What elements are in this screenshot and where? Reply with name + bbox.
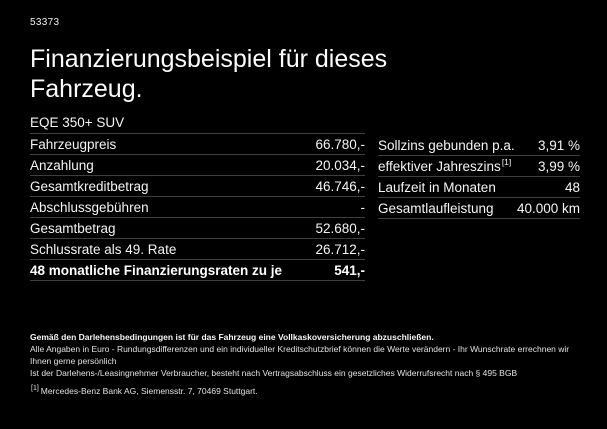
row-value: 3,91 % [537,137,580,153]
table-row-abschlussgebuehren: Abschlussgebühren - [30,197,365,218]
row-value: 48 [564,179,580,195]
table-row-gesamtbetrag: Gesamtbetrag 52.680,- [30,218,365,239]
table-row-schlussrate: Schlussrate als 49. Rate 26.712,- [30,239,365,260]
footnote-marker: [1] [31,385,39,393]
row-label: Fahrzeugpreis [30,136,117,152]
withdrawal-right-line: Ist der Darlehens-/Leasingnehmer Verbrau… [30,368,518,378]
row-label: effektiver Jahreszins[1] [378,157,512,174]
bank-footnote: [1] Mercedes-Benz Bank AG, Siemensstr. 7,… [30,385,583,397]
footnote-marker: [1] [501,157,512,167]
row-label: Gesamtkreditbetrag [30,178,149,194]
disclaimer-line: Alle Angaben in Euro - Rundungsdifferenz… [30,344,570,366]
footnote-text: Mercedes-Benz Bank AG, Siemensstr. 7, 70… [40,386,258,396]
row-value: 40.000 km [516,200,580,216]
row-value: 46.746,- [315,178,365,194]
table-row-sollzins: Sollzins gebunden p.a. 3,91 % [378,135,580,156]
legal-fine-print: Gemäß den Darlehensbedingungen ist für d… [30,331,583,397]
table-row-laufzeit: Laufzeit in Monaten 48 [378,177,580,198]
row-value: 52.680,- [315,220,365,236]
row-value: 20.034,- [315,157,365,173]
table-row-gesamtkreditbetrag: Gesamtkreditbetrag 46.746,- [30,176,365,197]
row-value: 3,99 % [537,158,580,174]
row-value: 26.712,- [315,241,365,257]
table-row-anzahlung: Anzahlung 20.034,- [30,155,365,176]
insurance-requirement-note: Gemäß den Darlehensbedingungen ist für d… [30,332,434,342]
row-label: 48 monatliche Finanzierungsraten zu je [30,262,283,278]
offer-code: 53373 [30,17,60,28]
row-value: 541,- [334,262,365,278]
row-label: Laufzeit in Monaten [378,179,496,195]
table-row-effektiver-jahreszins: effektiver Jahreszins[1] 3,99 % [378,156,580,177]
table-row-monatliche-rate: 48 monatliche Finanzierungsraten zu je 5… [30,260,365,281]
row-label: Gesamtlaufleistung [378,200,494,216]
row-value: - [360,199,366,215]
row-label: Gesamtbetrag [30,220,116,236]
vehicle-name: EQE 350+ SUV [30,112,365,134]
row-label: Abschlussgebühren [30,199,149,215]
table-row-fahrzeugpreis: Fahrzeugpreis 66.780,- [30,134,365,155]
row-value: 66.780,- [315,136,365,152]
row-label: Sollzins gebunden p.a. [378,137,515,153]
row-label: Anzahlung [30,157,94,173]
conditions-table: Sollzins gebunden p.a. 3,91 % effektiver… [378,112,580,219]
financing-details-table: EQE 350+ SUV Fahrzeugpreis 66.780,- Anza… [30,112,365,281]
table-row-gesamtlaufleistung: Gesamtlaufleistung 40.000 km [378,198,580,219]
row-label: Schlussrate als 49. Rate [30,241,177,257]
financing-tables: EQE 350+ SUV Fahrzeugpreis 66.780,- Anza… [30,112,580,281]
page-title: Finanzierungsbeispiel für dieses Fahrzeu… [30,45,388,103]
